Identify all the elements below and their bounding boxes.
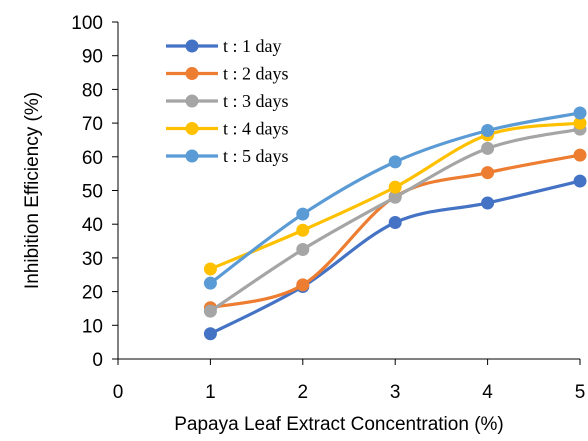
x-tick-label: 4 (482, 382, 493, 403)
chart-series (203, 106, 587, 341)
y-tick-label: 80 (82, 80, 103, 101)
series-line (210, 153, 581, 310)
legend-label: t : 5 days (223, 146, 289, 166)
data-point (481, 141, 495, 155)
data-point (203, 304, 217, 318)
legend-swatch-marker (185, 94, 199, 108)
data-point (203, 327, 217, 341)
data-point (296, 207, 310, 221)
x-tick-label: 2 (298, 382, 309, 403)
chart-axes: 0 10 20 30 40 50 60 70 80 90 100 0 1 2 3 4 5 (71, 13, 585, 403)
x-axis-title: Papaya Leaf Extract Concentration (%) (174, 414, 504, 435)
y-tick-label: 50 (82, 182, 103, 203)
x-tick-label: 5 (575, 382, 586, 403)
legend-swatch-marker (185, 39, 199, 53)
series-2 (203, 148, 587, 315)
series-line (209, 179, 581, 336)
data-point (388, 180, 402, 194)
y-axis-title: Inhibition Efficiency (%) (22, 92, 43, 289)
legend-label: t : 1 day (223, 36, 282, 56)
data-point (573, 174, 587, 188)
series-3 (203, 122, 587, 318)
y-tick-label: 70 (82, 114, 103, 135)
data-point (481, 196, 495, 210)
data-point (388, 155, 402, 169)
legend-item: t : 1 day (166, 36, 282, 56)
y-tick-label: 100 (71, 13, 103, 34)
data-point (296, 242, 310, 256)
legend-label: t : 2 days (223, 64, 289, 84)
legend-swatch-marker (185, 122, 199, 135)
legend-item: t : 3 days (166, 91, 289, 111)
y-tick-label: 20 (82, 283, 103, 304)
legend-label: t : 3 days (223, 91, 289, 111)
data-point (573, 106, 587, 120)
legend-item: t : 2 days (166, 64, 289, 84)
legend-item: t : 5 days (166, 146, 289, 166)
x-tick-label: 0 (113, 382, 124, 403)
y-tick-label: 30 (82, 249, 103, 270)
y-tick-label: 10 (82, 316, 103, 337)
legend-swatch-marker (185, 67, 199, 80)
series-5 (203, 106, 587, 290)
data-point (296, 223, 310, 237)
x-tick-label: 1 (205, 382, 216, 403)
chart-legend: t : 1 day t : 2 days t : 3 days t : 4 days t… (166, 36, 289, 166)
y-tick-label: 90 (82, 47, 103, 68)
data-point (388, 216, 402, 230)
data-point (203, 262, 217, 276)
data-point (481, 166, 495, 180)
data-point (573, 116, 587, 130)
legend-label: t : 4 days (223, 119, 289, 139)
data-point (203, 276, 217, 290)
x-tick-label: 3 (390, 382, 401, 403)
data-point (296, 278, 310, 292)
y-tick-label: 60 (82, 148, 103, 169)
legend-item: t : 4 days (166, 119, 289, 139)
y-tick-label: 40 (82, 215, 103, 236)
y-tick-label: 0 (92, 350, 103, 371)
data-point (573, 148, 587, 162)
legend-swatch-marker (185, 149, 199, 163)
data-point (481, 124, 495, 138)
data-point (388, 190, 402, 204)
